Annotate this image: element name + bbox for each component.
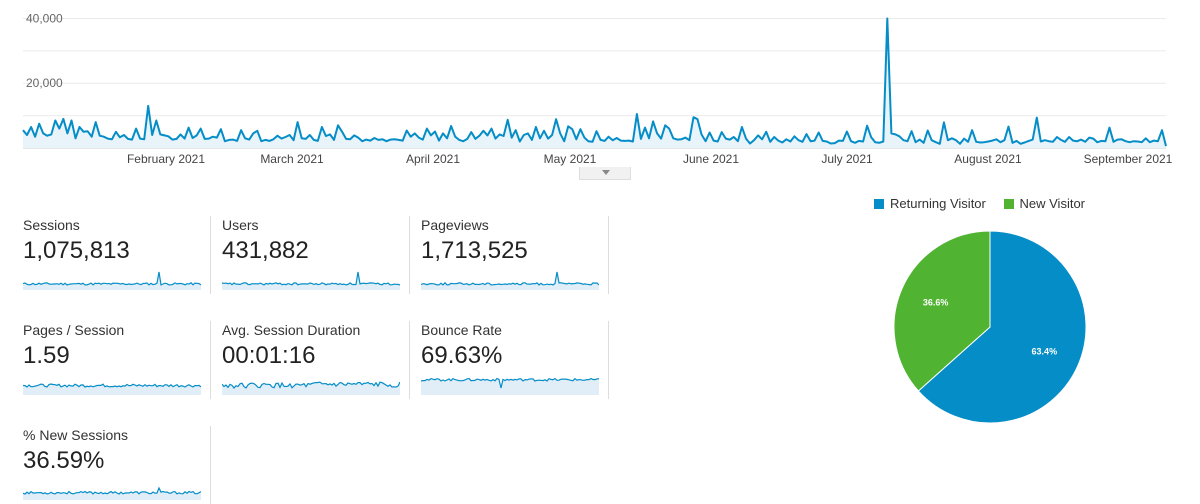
x-tick-label: May 2021 xyxy=(544,152,597,166)
pie-legend: Returning Visitor New Visitor xyxy=(874,196,1099,212)
sparkline-line xyxy=(23,486,201,495)
series-area-fill xyxy=(23,18,1166,148)
sessions-over-time-chart: 40,000 20,000 February 2021 March 2021 April… xyxy=(22,11,1173,166)
legend-item-returning[interactable]: Returning Visitor xyxy=(874,196,986,211)
legend-label: New Visitor xyxy=(1019,196,1086,211)
metric-value: 1,713,525 xyxy=(421,237,528,264)
x-tick-label: July 2021 xyxy=(821,152,873,166)
pie-slice-label: 36.6% xyxy=(923,298,949,308)
x-tick-label: March 2021 xyxy=(260,152,324,166)
metric-label: % New Sessions xyxy=(23,427,129,443)
x-tick-label: September 2021 xyxy=(1084,152,1173,166)
chart-collapse-handle[interactable] xyxy=(579,167,631,180)
sparkline-fill xyxy=(23,488,201,500)
metric-pages-per-session[interactable]: Pages / Session 1.59 xyxy=(23,321,211,399)
legend-swatch xyxy=(874,198,884,209)
pie-slice-label: 63.4% xyxy=(1032,346,1058,356)
metric-pageviews[interactable]: Pageviews 1,713,525 xyxy=(421,216,609,294)
pie-slice-new-visitor[interactable] xyxy=(893,230,991,392)
sparkline-fill xyxy=(421,378,599,395)
sparkline-fill xyxy=(222,382,400,395)
metric-value: 69.63% xyxy=(421,342,503,369)
sparkline xyxy=(421,271,599,290)
metric-value: 1,075,813 xyxy=(23,237,130,264)
metric-label: Pages / Session xyxy=(23,322,125,338)
metric-label: Pageviews xyxy=(421,217,489,233)
metric-users[interactable]: Users 431,882 xyxy=(222,216,410,294)
metric-new-sessions[interactable]: % New Sessions 36.59% xyxy=(23,426,211,504)
sparkline-fill xyxy=(421,272,599,290)
sparkline xyxy=(23,271,201,290)
legend-swatch xyxy=(1003,198,1014,209)
sparkline xyxy=(222,271,400,290)
sparkline xyxy=(421,377,599,395)
visitor-type-pie-chart: 63.4% 36.6% xyxy=(893,230,1087,424)
chevron-down-icon xyxy=(602,170,610,175)
sparkline-line xyxy=(23,383,201,388)
sparkline-fill xyxy=(23,272,201,290)
y-tick-label: 40,000 xyxy=(26,11,63,25)
metric-label: Bounce Rate xyxy=(421,322,502,338)
sparkline-line xyxy=(23,271,201,286)
metric-label: Avg. Session Duration xyxy=(222,322,361,338)
sparkline xyxy=(23,383,201,395)
metric-value: 431,882 xyxy=(222,237,309,264)
legend-label: Returning Visitor xyxy=(890,196,986,211)
metric-sessions[interactable]: Sessions 1,075,813 xyxy=(23,216,211,294)
x-tick-label: August 2021 xyxy=(954,152,1022,166)
sparkline xyxy=(23,486,201,500)
metric-avg-session-duration[interactable]: Avg. Session Duration 00:01:16 xyxy=(222,321,410,399)
x-tick-label: June 2021 xyxy=(683,152,739,166)
y-tick-label: 20,000 xyxy=(26,76,63,90)
sparkline-fill xyxy=(222,272,400,290)
sparkline-line xyxy=(222,271,400,286)
pie-slice-returning-visitor[interactable] xyxy=(917,230,1087,424)
metric-label: Sessions xyxy=(23,217,80,233)
metric-value: 00:01:16 xyxy=(222,342,316,369)
sparkline xyxy=(222,381,400,395)
sparkline-line xyxy=(222,381,400,389)
legend-item-new[interactable]: New Visitor xyxy=(1003,196,1086,211)
metric-label: Users xyxy=(222,217,259,233)
sparkline-line xyxy=(421,271,599,286)
sparkline-line xyxy=(421,377,599,389)
x-tick-label: April 2021 xyxy=(406,152,460,166)
x-tick-label: February 2021 xyxy=(127,152,205,166)
series-line xyxy=(22,17,1167,147)
metric-bounce-rate[interactable]: Bounce Rate 69.63% xyxy=(421,321,609,399)
metric-value: 36.59% xyxy=(23,447,105,474)
metric-value: 1.59 xyxy=(23,342,70,369)
